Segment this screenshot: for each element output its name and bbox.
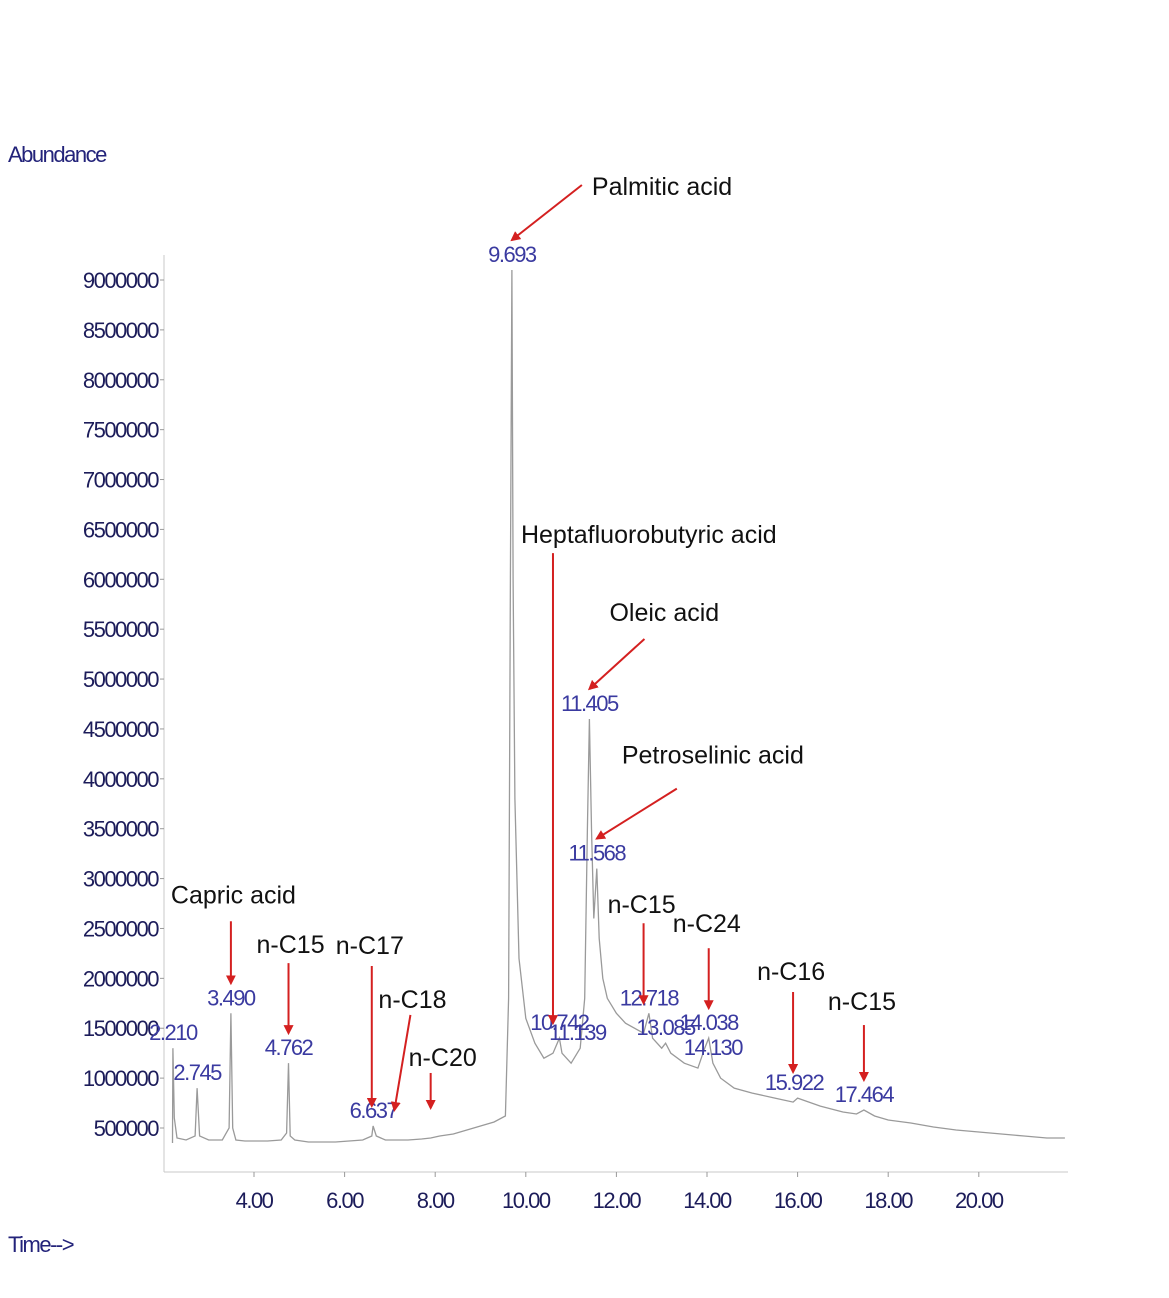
y-tick-label: 9000000	[83, 268, 159, 293]
annotation-arrow	[587, 638, 646, 691]
y-tick-label: 6500000	[83, 517, 159, 542]
y-tick-label: 3500000	[83, 817, 159, 842]
peak-retention-label: 11.568	[569, 841, 627, 866]
compound-annotation-label: Heptafluorobutyric acid	[521, 521, 777, 549]
compound-annotation-label: n-C18	[378, 986, 446, 1014]
y-tick-label: 8500000	[83, 318, 159, 343]
x-tick-label: 16.00	[774, 1188, 823, 1213]
peak-retention-label: 2.210	[149, 1020, 198, 1045]
compound-annotation-label: Capric acid	[171, 881, 296, 909]
chromatogram-trace	[171, 269, 1065, 1144]
y-tick-label: 4000000	[83, 767, 159, 792]
y-tick-label: 4500000	[83, 717, 159, 742]
x-tick-label: 10.00	[502, 1188, 551, 1213]
y-tick-label: 500000	[94, 1116, 160, 1141]
y-tick-label: 2500000	[83, 916, 159, 941]
y-axis-ticks: 500000 1000000 1500000 2000000 2500000 300000…	[83, 268, 164, 1141]
compound-annotation-label: n-C24	[673, 910, 741, 938]
x-axis-ticks: 4.00 6.00 8.00 10.00 12.00 14.00 16.00 18.00 20.…	[236, 1172, 1005, 1213]
compound-annotation-label: Palmitic acid	[592, 173, 732, 201]
x-tick-label: 8.00	[417, 1188, 455, 1213]
peak-retention-label: 13.085	[636, 1015, 696, 1040]
compound-annotation-label: n-C15	[608, 891, 676, 919]
y-tick-label: 6000000	[83, 567, 159, 592]
chromatogram-series	[171, 269, 1065, 1144]
x-tick-label: 12.00	[593, 1188, 642, 1213]
peak-retention-label: 4.762	[265, 1035, 314, 1060]
annotation-arrow	[510, 184, 583, 242]
peak-retention-label: 14.130	[684, 1035, 744, 1060]
x-tick-label: 4.00	[236, 1188, 274, 1213]
compound-annotation-label: n-C20	[409, 1044, 477, 1072]
y-tick-label: 3000000	[83, 867, 159, 892]
peak-retention-label: 9.693	[488, 242, 537, 267]
x-axis-title: Time-->	[8, 1232, 74, 1257]
compound-annotation-label: n-C15	[257, 931, 325, 959]
y-tick-label: 2000000	[83, 966, 159, 991]
y-axis-title: Abundance	[8, 142, 107, 167]
peak-retention-label: 3.490	[207, 985, 256, 1010]
peak-retention-label: 12.718	[620, 985, 680, 1010]
y-tick-label: 7000000	[83, 468, 159, 493]
peak-retention-label: 15.922	[765, 1070, 825, 1095]
compound-annotation-label: n-C15	[828, 988, 896, 1016]
peak-retention-label: 6.637	[350, 1098, 399, 1123]
x-tick-label: 6.00	[326, 1188, 364, 1213]
y-tick-label: 5500000	[83, 617, 159, 642]
annotation-arrow	[595, 787, 678, 840]
compound-annotation-label: Oleic acid	[609, 599, 719, 627]
x-tick-label: 20.00	[955, 1188, 1004, 1213]
y-tick-label: 1500000	[83, 1016, 159, 1041]
compound-annotation-label: Petroselinic acid	[622, 742, 804, 770]
peak-retention-label: 2.745	[173, 1060, 222, 1085]
x-tick-label: 14.00	[683, 1188, 732, 1213]
x-tick-label: 18.00	[864, 1188, 913, 1213]
compound-annotations: Palmitic acid Heptafluorobutyric acid Olei…	[171, 173, 896, 1112]
y-tick-label: 8000000	[83, 368, 159, 393]
y-tick-label: 1000000	[83, 1066, 159, 1091]
peak-retention-label: 14.038	[680, 1010, 740, 1035]
peak-retention-label: 17.464	[835, 1082, 895, 1107]
y-tick-label: 5000000	[83, 667, 159, 692]
compound-annotation-label: n-C16	[757, 958, 825, 986]
compound-annotation-label: n-C17	[336, 932, 404, 960]
peak-retention-label: 10.742	[530, 1010, 590, 1035]
y-tick-label: 7500000	[83, 418, 159, 443]
peak-retention-label: 11.139	[549, 1020, 607, 1045]
peak-labels: 9.69311.40511.5683.4904.76210.74212.7181…	[149, 242, 896, 1123]
annotation-arrow	[390, 1014, 412, 1112]
peak-retention-label: 11.405	[561, 691, 619, 716]
